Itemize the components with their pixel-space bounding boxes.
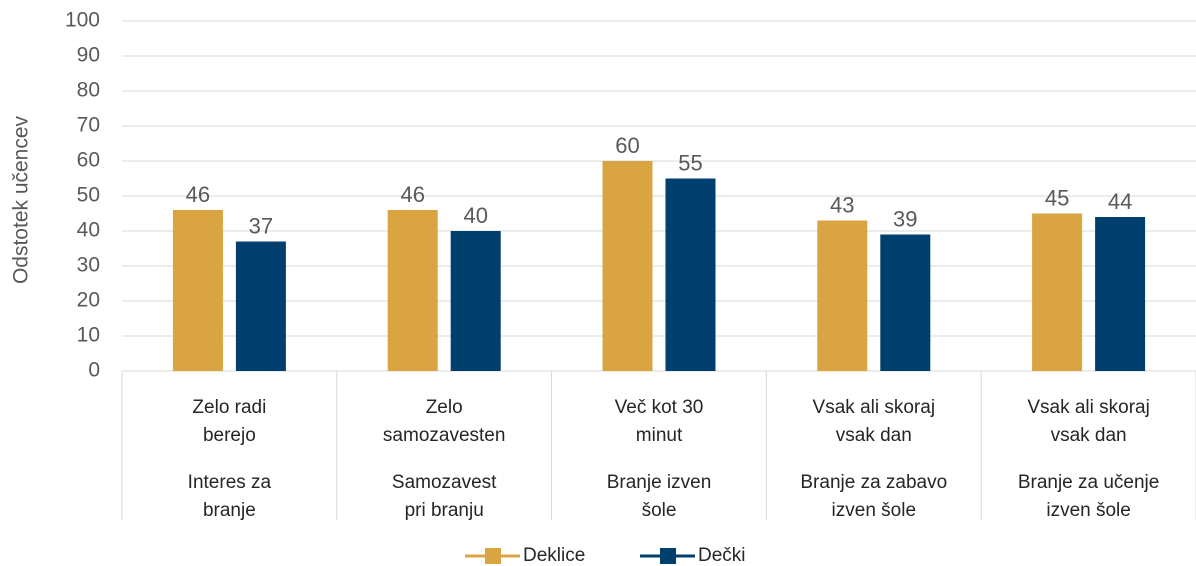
group-label: Branje za zabavo izven šole [800, 472, 948, 521]
data-label: 46 [400, 182, 424, 207]
y-tick-label: 10 [77, 324, 100, 347]
legend-label: Dečki [698, 545, 746, 566]
y-tick-label: 20 [77, 289, 100, 312]
bar [387, 210, 438, 371]
group-label: Interes za branje [187, 472, 272, 521]
legend-label: Deklice [523, 545, 585, 566]
y-tick-label: 100 [65, 9, 100, 32]
y-tick-label: 70 [77, 114, 100, 137]
bar [1095, 217, 1146, 371]
group-label: Branje izven šole [606, 472, 712, 521]
bar [602, 161, 653, 371]
y-tick-label: 60 [77, 149, 100, 172]
bar [817, 220, 868, 371]
x-tick-label: Vsak ali skoraj vsak dan [1027, 397, 1150, 446]
legend-swatch [660, 548, 676, 564]
bar [880, 234, 931, 371]
data-label: 55 [678, 150, 702, 175]
x-tick-label: Več kot 30 minut [614, 397, 704, 446]
legend-swatch [485, 548, 501, 564]
x-tick-label: Zelo radi berejo [192, 397, 267, 446]
bar [450, 231, 501, 371]
y-axis-label: Odstotek učencev [10, 115, 33, 284]
bar [665, 178, 716, 371]
y-tick-label: 0 [88, 359, 100, 382]
data-label: 46 [186, 182, 210, 207]
data-label: 45 [1045, 185, 1069, 210]
group-label: Samozavest pri branju [391, 472, 497, 521]
x-tick-label: Vsak ali skoraj vsak dan [812, 397, 936, 446]
data-label: 60 [615, 133, 639, 158]
y-tick-label: 50 [77, 184, 100, 207]
y-tick-label: 40 [77, 219, 100, 242]
data-label: 39 [893, 206, 917, 231]
bar [235, 241, 286, 371]
y-tick-label: 90 [77, 44, 100, 67]
y-tick-label: 30 [77, 254, 100, 277]
bar [172, 210, 223, 371]
data-label: 44 [1108, 189, 1132, 214]
bar [1032, 213, 1083, 371]
x-tick-label: Zelo samozavesten [382, 397, 506, 446]
y-tick-label: 80 [77, 79, 100, 102]
data-label: 37 [249, 213, 273, 238]
group-label: Branje za učenje izven šole [1017, 472, 1160, 521]
data-label: 43 [830, 192, 854, 217]
data-label: 40 [463, 203, 487, 228]
